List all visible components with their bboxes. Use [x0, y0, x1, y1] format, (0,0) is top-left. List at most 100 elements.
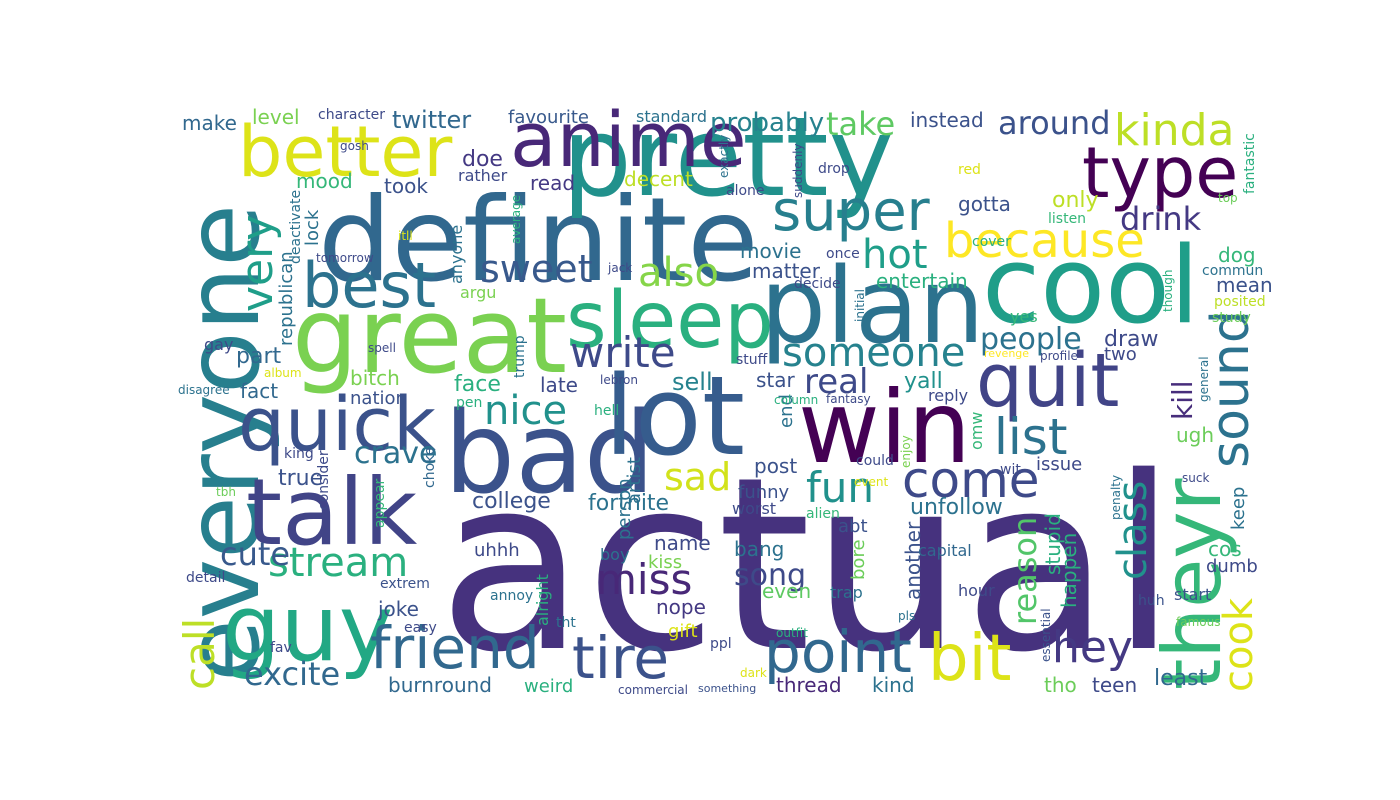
word-weird: weird: [524, 676, 573, 697]
word-lock: lock: [302, 209, 323, 246]
word-worst: worst: [732, 499, 776, 518]
word-alright: alright: [533, 574, 552, 626]
word-definite: definite: [318, 173, 759, 308]
word-omw: omw: [967, 412, 986, 450]
word-around: around: [998, 104, 1111, 142]
word-person: person: [614, 478, 635, 540]
word-gotta: gotta: [958, 192, 1011, 216]
word-dog: dog: [1218, 243, 1256, 267]
word-exactly: exactly: [717, 135, 731, 178]
word-entertain: entertain: [876, 269, 968, 293]
word-mean: mean: [1216, 273, 1273, 297]
word-pls: pls: [898, 609, 915, 623]
word-twitter: twitter: [392, 106, 471, 134]
word-another: another: [901, 521, 925, 600]
word-best: best: [302, 249, 436, 322]
word-take: take: [826, 105, 895, 143]
word-penalty: penalty: [1109, 475, 1123, 520]
word-reason: reason: [1006, 517, 1044, 625]
word-nation: nation: [350, 388, 407, 409]
word-profile: profile: [1040, 349, 1078, 363]
word-cute: cute: [220, 535, 290, 573]
word-crave: crave: [354, 436, 437, 471]
word-king: king: [284, 446, 314, 462]
word-read: read: [530, 171, 575, 195]
word-win: win: [798, 369, 971, 486]
word-suck: suck: [1182, 471, 1209, 485]
word-decide: decide: [794, 276, 841, 292]
word-bore: bore: [848, 539, 869, 580]
word-reply: reply: [928, 386, 968, 405]
word-bang: bang: [734, 537, 784, 561]
word-unfollow: unfollow: [910, 495, 1003, 520]
word-miss: miss: [596, 555, 692, 604]
word-event: event: [854, 475, 888, 489]
word-stupid: stupid: [1041, 513, 1065, 575]
word-republican: republican: [276, 251, 297, 346]
word-enjoy: enjoy: [899, 435, 913, 468]
word-call: call: [175, 618, 224, 690]
word-character: character: [318, 107, 385, 123]
word-deactivate: deactivate: [288, 190, 304, 264]
word-jack: jack: [607, 261, 632, 275]
word-sleep: sleep: [566, 276, 774, 366]
word-hour: hour: [958, 581, 995, 600]
word-only: only: [1052, 188, 1099, 213]
word-start: start: [1174, 585, 1211, 604]
word-name: name: [654, 531, 711, 555]
word-famous: famous: [1176, 615, 1220, 629]
word-instead: instead: [910, 108, 984, 132]
word-outfit: outfit: [776, 626, 808, 640]
word-general: general: [1197, 356, 1211, 402]
word-study: study: [1212, 310, 1251, 326]
word-suddenly: suddenly: [791, 143, 805, 198]
word-alien: alien: [806, 506, 840, 522]
word-even: even: [762, 579, 811, 603]
word-tho: tho: [1044, 673, 1077, 697]
word-plan: plan: [760, 245, 985, 367]
word-hell: hell: [594, 403, 619, 419]
word-burnround: burnround: [388, 673, 492, 697]
word-drop: drop: [818, 161, 850, 177]
word-true: true: [278, 466, 323, 491]
word-quit: quit: [976, 338, 1119, 424]
word-lebron: lebron: [600, 373, 638, 387]
word-choke: choke: [422, 447, 438, 488]
word-stuff: stuff: [736, 352, 768, 368]
word-write: write: [570, 328, 676, 377]
word-make: make: [182, 111, 237, 135]
word-lot: lot: [604, 352, 745, 480]
word-trump: trump: [512, 335, 528, 378]
word-excite: excite: [244, 655, 340, 693]
word-theyr: theyr: [1146, 478, 1239, 690]
word-capital: capital: [918, 541, 972, 560]
word-abt: abt: [838, 516, 868, 537]
word-actual: actual: [438, 425, 1177, 705]
word-sound: sound: [1201, 310, 1261, 468]
word-tire: tire: [572, 624, 669, 692]
word-drink: drink: [1120, 200, 1202, 238]
word-people: people: [980, 322, 1082, 357]
word-funny: funny: [738, 482, 790, 503]
word-red: red: [958, 162, 981, 178]
word-fun: fun: [806, 463, 874, 512]
word-artist: artist: [624, 457, 645, 504]
word-itll: itll: [398, 229, 413, 243]
word-hot: hot: [862, 232, 928, 278]
word-could: could: [856, 453, 894, 469]
word-guy: guy: [222, 575, 393, 682]
word-bad: bad: [444, 389, 655, 519]
word-anyone: anyone: [447, 225, 466, 284]
word-uhhh: uhhh: [474, 540, 520, 561]
word-part: part: [236, 344, 281, 369]
word-also: also: [638, 250, 719, 296]
word-sad: sad: [664, 455, 731, 499]
word-sweet: sweet: [480, 247, 593, 291]
word-stream: stream: [268, 540, 408, 586]
word-extrem: extrem: [380, 576, 430, 592]
word-took: took: [384, 174, 428, 198]
word-appear: appear: [372, 478, 388, 528]
word-easy: easy: [404, 620, 437, 636]
word-listen: listen: [1048, 211, 1086, 227]
